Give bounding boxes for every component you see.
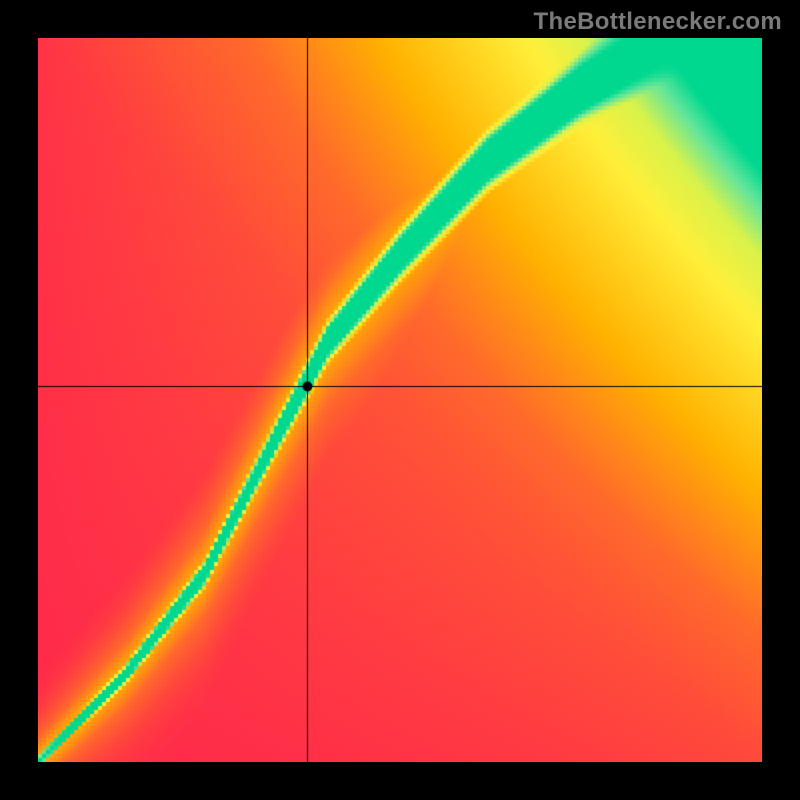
heatmap-canvas bbox=[38, 38, 762, 762]
watermark-text: TheBottlenecker.com bbox=[534, 8, 782, 36]
chart-container: TheBottlenecker.com bbox=[0, 0, 800, 800]
